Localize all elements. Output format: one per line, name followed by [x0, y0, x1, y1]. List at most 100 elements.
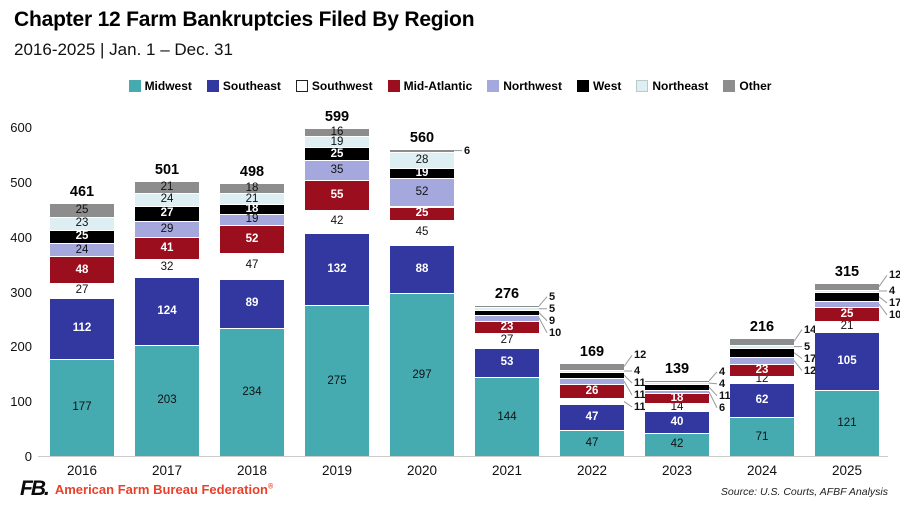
- bar-segment-2023-northwest: [645, 390, 709, 394]
- leader-line: [793, 360, 803, 371]
- bar-segment-2020-midwest: 297: [390, 293, 454, 456]
- footer-brand: FB. American Farm Bureau Federation®: [20, 478, 274, 499]
- bar-segment-2025-northwest: [815, 301, 879, 307]
- bar-segment-2024-mid-atlantic: 23: [730, 363, 794, 377]
- leader-line: [623, 355, 633, 367]
- bar-segment-2023-southeast: 40: [645, 411, 709, 433]
- leader-line: [878, 303, 888, 316]
- y-axis-tick-label: 400: [10, 229, 32, 245]
- legend-item-mid-atlantic: Mid-Atlantic: [387, 79, 473, 93]
- y-axis-tick-label: 500: [10, 174, 32, 190]
- bar-segment-2021-southwest: 27: [475, 333, 539, 348]
- bar-total-label: 216: [749, 318, 775, 335]
- bar-segment-2019-midwest: 275: [305, 305, 369, 456]
- segment-value-label: 16: [330, 125, 344, 138]
- segment-value-label: 25: [415, 207, 429, 220]
- legend-label: West: [592, 79, 622, 93]
- segment-value-label: 18: [245, 203, 259, 216]
- y-axis-tick-label: 100: [10, 394, 32, 410]
- leader-line: [878, 274, 888, 287]
- segment-value-label: 25: [75, 230, 89, 243]
- source-note: Source: U.S. Courts, AFBF Analysis: [720, 486, 888, 498]
- bar-segment-2025-other: [815, 283, 879, 290]
- legend-label: Other: [739, 79, 772, 93]
- segment-value-label: 177: [72, 401, 92, 414]
- bar-segment-2024-southeast: 62: [730, 383, 794, 418]
- segment-value-label: 52: [245, 232, 259, 245]
- segment-value-label: 121: [837, 416, 857, 429]
- bar-segment-2024-west: [730, 347, 794, 358]
- leader-line: [878, 296, 888, 304]
- bar-segment-2023-midwest: 42: [645, 432, 709, 456]
- callout-value-label-2022-west: 11: [634, 377, 646, 389]
- bar-total-label: 501: [154, 162, 180, 179]
- southwest-swatch-icon: [295, 80, 308, 92]
- bar-segment-2024-midwest: 71: [730, 417, 794, 456]
- bar-total-label: 599: [324, 108, 350, 125]
- bar-segment-2018-southwest: 47: [220, 253, 284, 279]
- callout-value-label-2021-other: 5: [549, 290, 556, 303]
- bar-segment-2025-northeast: [815, 289, 879, 293]
- bar-segment-2017-northwest: 29: [135, 220, 199, 237]
- segment-value-label: 88: [415, 263, 429, 276]
- legend-item-other: Other: [723, 79, 771, 93]
- bar-total-label: 169: [579, 344, 605, 361]
- chart-title: Chapter 12 Farm Bankruptcies Filed By Re…: [14, 8, 475, 31]
- axis-baseline: [38, 456, 888, 457]
- leader-line: [708, 382, 718, 385]
- segment-value-label: 35: [330, 164, 344, 177]
- x-axis-label-2022: 2022: [576, 463, 608, 478]
- x-axis-label-2019: 2019: [321, 463, 353, 478]
- bar-segment-2022-midwest: 47: [560, 430, 624, 456]
- legend-label: Southeast: [222, 79, 281, 93]
- callout-value-label-2022-other: 12: [634, 349, 647, 362]
- bar-segment-2019-northwest: 35: [305, 160, 369, 180]
- segment-value-label: 29: [160, 222, 174, 235]
- x-axis-label-2025: 2025: [831, 463, 863, 478]
- segment-value-label: 112: [72, 322, 92, 335]
- legend-item-southwest: Southwest: [295, 79, 373, 93]
- bar-segment-2017-mid-atlantic: 41: [135, 236, 199, 260]
- legend-item-northeast: Northeast: [636, 79, 708, 93]
- bar-segment-2017-west: 27: [135, 205, 199, 221]
- afbf-wordmark: American Farm Bureau Federation®: [54, 481, 274, 497]
- bar-segment-2019-northeast: 19: [305, 136, 369, 147]
- segment-value-label: 297: [412, 368, 432, 381]
- west-swatch-icon: [576, 80, 589, 92]
- callout-value-label-2023-northeast: 4: [719, 377, 726, 390]
- segment-value-label: 28: [415, 153, 429, 166]
- legend-label: Mid-Atlantic: [403, 79, 473, 93]
- bar-segment-2018-west: 18: [220, 203, 284, 216]
- bar-segment-2020-mid-atlantic: 25: [390, 206, 454, 221]
- bar-segment-2017-southeast: 124: [135, 276, 199, 345]
- segment-value-label: 203: [157, 394, 177, 407]
- bar-total-label: 315: [834, 264, 860, 281]
- callout-value-label-2024-west: 17: [804, 352, 817, 365]
- segment-value-label: 21: [160, 181, 174, 194]
- leader-line: [623, 401, 633, 408]
- x-axis-label-2018: 2018: [236, 463, 268, 478]
- x-axis-label-2020: 2020: [406, 463, 438, 478]
- leader-line: [538, 296, 548, 307]
- segment-value-label: 21: [245, 192, 259, 205]
- x-axis-label-2021: 2021: [491, 463, 523, 478]
- segment-value-label: 18: [670, 392, 684, 405]
- bar-segment-2021-mid-atlantic: 23: [475, 320, 539, 334]
- bar-segment-2024-other: [730, 337, 794, 346]
- segment-value-label: 144: [497, 410, 517, 423]
- bar-segment-2025-southeast: 105: [815, 332, 879, 390]
- bar-segment-2018-midwest: 234: [220, 327, 284, 456]
- bar-segment-2016-mid-atlantic: 48: [50, 256, 114, 283]
- bar-segment-2019-other: 16: [305, 125, 369, 138]
- segment-value-label: 32: [160, 261, 174, 274]
- leader-line: [708, 386, 718, 397]
- callout-value-label-2024-other: 14: [804, 323, 817, 336]
- callout-value-label-2023-northwest: 6: [719, 401, 726, 414]
- leader-line: [708, 371, 718, 382]
- segment-value-label: 52: [415, 186, 429, 199]
- legend-item-northwest: Northwest: [487, 79, 562, 93]
- bar-segment-2025-southwest: 21: [815, 320, 879, 333]
- callout-value-label-2022-southwest: 11: [634, 401, 646, 413]
